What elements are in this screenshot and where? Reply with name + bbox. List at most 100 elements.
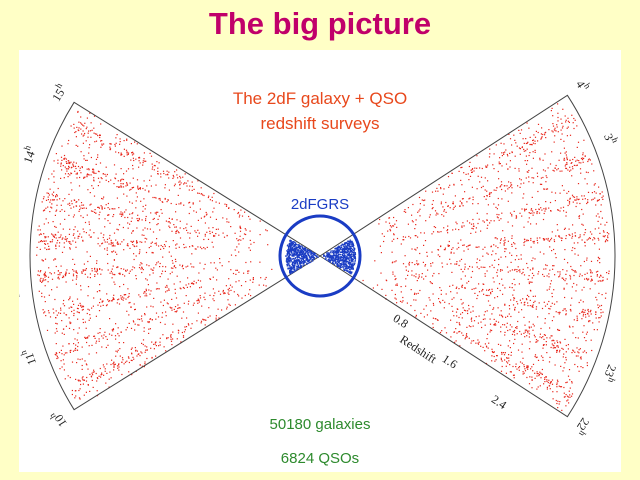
qso-point — [68, 307, 70, 309]
qso-point — [470, 232, 472, 234]
qso-point — [162, 304, 164, 307]
qso-point — [186, 229, 188, 231]
qso-point — [565, 314, 567, 316]
qso-point — [580, 358, 582, 360]
qso-point — [123, 249, 125, 251]
qso-point — [589, 288, 591, 290]
qso-point — [533, 301, 535, 304]
qso-point — [91, 307, 93, 309]
qso-point — [173, 283, 175, 285]
galaxy-point — [348, 245, 350, 248]
qso-point — [582, 315, 584, 317]
qso-point — [506, 185, 508, 187]
qso-point — [415, 293, 417, 295]
qso-point — [528, 281, 530, 283]
galaxy-point — [287, 263, 290, 265]
qso-point — [148, 321, 150, 323]
qso-point — [505, 248, 507, 250]
qso-point — [120, 183, 122, 185]
qso-point — [599, 280, 601, 282]
qso-point — [559, 271, 561, 273]
qso-point — [603, 236, 605, 238]
qso-point — [554, 253, 556, 255]
qso-point — [239, 235, 241, 237]
qso-point — [376, 284, 379, 286]
qso-point — [569, 309, 572, 311]
qso-point — [394, 275, 396, 277]
qso-point — [535, 130, 537, 132]
qso-point — [605, 240, 607, 242]
qso-point — [477, 203, 479, 205]
qso-point — [94, 141, 96, 143]
galaxy-point — [297, 260, 299, 262]
qso-point — [191, 283, 193, 285]
qso-point — [598, 239, 600, 241]
qso-point — [562, 356, 564, 358]
qso-point — [63, 363, 65, 365]
qso-point — [446, 230, 448, 232]
qso-point — [95, 352, 98, 354]
qso-point — [265, 229, 267, 231]
qso-point — [238, 243, 240, 245]
qso-point — [496, 216, 498, 218]
qso-point — [141, 271, 143, 274]
qso-point — [534, 143, 536, 145]
galaxy-point — [290, 270, 292, 272]
qso-point — [422, 261, 424, 263]
qso-point — [461, 202, 463, 204]
galaxy-point — [336, 255, 338, 257]
qso-point — [567, 344, 569, 346]
qso-point — [112, 330, 114, 332]
qso-point — [580, 265, 582, 267]
qso-point — [578, 162, 580, 164]
qso-point — [486, 346, 488, 348]
qso-point — [81, 236, 83, 238]
qso-point — [95, 340, 98, 342]
qso-point — [544, 134, 546, 136]
qso-point — [544, 318, 546, 320]
qso-point — [478, 291, 481, 293]
qso-point — [122, 186, 125, 188]
qso-point — [457, 308, 459, 310]
qso-point — [44, 273, 46, 275]
qso-point — [499, 242, 501, 244]
qso-point — [552, 398, 554, 400]
galaxy-point — [338, 263, 341, 265]
qso-point — [42, 278, 44, 280]
qso-point — [542, 176, 544, 179]
qso-point — [593, 184, 595, 186]
qso-point — [381, 233, 383, 235]
qso-point — [362, 279, 364, 282]
qso-point — [81, 368, 83, 370]
qso-point — [586, 362, 588, 364]
qso-point — [532, 304, 534, 306]
qso-point — [571, 395, 573, 397]
qso-point — [168, 288, 170, 290]
qso-point — [236, 238, 238, 240]
galaxy-point — [306, 249, 309, 251]
qso-point — [186, 223, 188, 225]
qso-point — [109, 272, 111, 274]
qso-point — [138, 253, 140, 255]
qso-point — [542, 218, 545, 221]
galaxy-point — [305, 258, 307, 260]
galaxy-point — [288, 254, 290, 256]
qso-point — [183, 287, 185, 289]
qso-point — [567, 126, 569, 128]
galaxy-point — [346, 270, 348, 272]
qso-point — [168, 246, 170, 248]
qso-point — [69, 321, 71, 323]
qso-point — [551, 292, 553, 294]
qso-point — [148, 321, 150, 324]
qso-point — [550, 335, 552, 337]
qso-point — [211, 241, 213, 243]
qso-point — [571, 381, 573, 383]
qso-point — [247, 272, 249, 274]
qso-point — [64, 275, 67, 277]
qso-point — [77, 304, 80, 306]
qso-point — [155, 345, 157, 347]
qso-point — [472, 310, 474, 312]
qso-point — [511, 287, 513, 289]
qso-point — [564, 396, 566, 398]
qso-point — [522, 357, 524, 359]
